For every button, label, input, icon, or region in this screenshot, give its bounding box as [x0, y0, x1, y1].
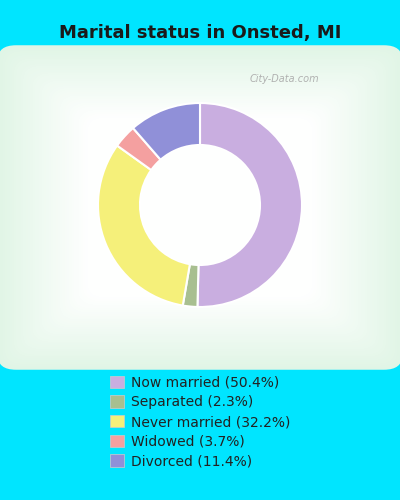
FancyBboxPatch shape [64, 98, 336, 316]
FancyBboxPatch shape [83, 114, 317, 302]
FancyBboxPatch shape [50, 88, 350, 328]
FancyBboxPatch shape [67, 100, 334, 314]
FancyBboxPatch shape [18, 62, 382, 353]
FancyBboxPatch shape [74, 106, 326, 309]
FancyBboxPatch shape [39, 78, 361, 336]
FancyBboxPatch shape [2, 49, 398, 366]
FancyBboxPatch shape [28, 69, 372, 346]
FancyBboxPatch shape [58, 93, 343, 322]
FancyBboxPatch shape [37, 76, 363, 338]
Text: Marital status in Onsted, MI: Marital status in Onsted, MI [59, 24, 341, 42]
FancyBboxPatch shape [0, 47, 400, 368]
FancyBboxPatch shape [53, 90, 347, 326]
FancyBboxPatch shape [85, 116, 315, 300]
FancyBboxPatch shape [71, 104, 329, 310]
FancyBboxPatch shape [34, 75, 366, 340]
FancyBboxPatch shape [44, 82, 356, 333]
FancyBboxPatch shape [14, 58, 386, 357]
FancyBboxPatch shape [21, 64, 380, 352]
FancyBboxPatch shape [41, 80, 359, 334]
Wedge shape [198, 103, 302, 307]
FancyBboxPatch shape [69, 102, 331, 312]
FancyBboxPatch shape [62, 97, 338, 318]
FancyBboxPatch shape [25, 68, 375, 347]
FancyBboxPatch shape [80, 112, 320, 304]
FancyBboxPatch shape [87, 117, 313, 298]
FancyBboxPatch shape [7, 52, 393, 362]
Wedge shape [98, 146, 190, 306]
FancyBboxPatch shape [48, 86, 352, 329]
Text: City-Data.com: City-Data.com [249, 74, 319, 84]
FancyBboxPatch shape [4, 51, 396, 364]
FancyBboxPatch shape [23, 66, 377, 350]
FancyBboxPatch shape [0, 46, 400, 370]
FancyBboxPatch shape [11, 56, 389, 358]
FancyBboxPatch shape [30, 71, 370, 344]
FancyBboxPatch shape [76, 108, 324, 307]
FancyBboxPatch shape [9, 54, 391, 360]
Wedge shape [117, 128, 161, 170]
FancyBboxPatch shape [16, 60, 384, 355]
Wedge shape [133, 103, 200, 160]
FancyBboxPatch shape [46, 84, 354, 331]
FancyBboxPatch shape [32, 73, 368, 342]
FancyBboxPatch shape [55, 92, 345, 324]
FancyBboxPatch shape [78, 110, 322, 305]
FancyBboxPatch shape [60, 95, 340, 320]
Wedge shape [183, 264, 198, 307]
Legend: Now married (50.4%), Separated (2.3%), Never married (32.2%), Widowed (3.7%), Di: Now married (50.4%), Separated (2.3%), N… [104, 370, 296, 474]
